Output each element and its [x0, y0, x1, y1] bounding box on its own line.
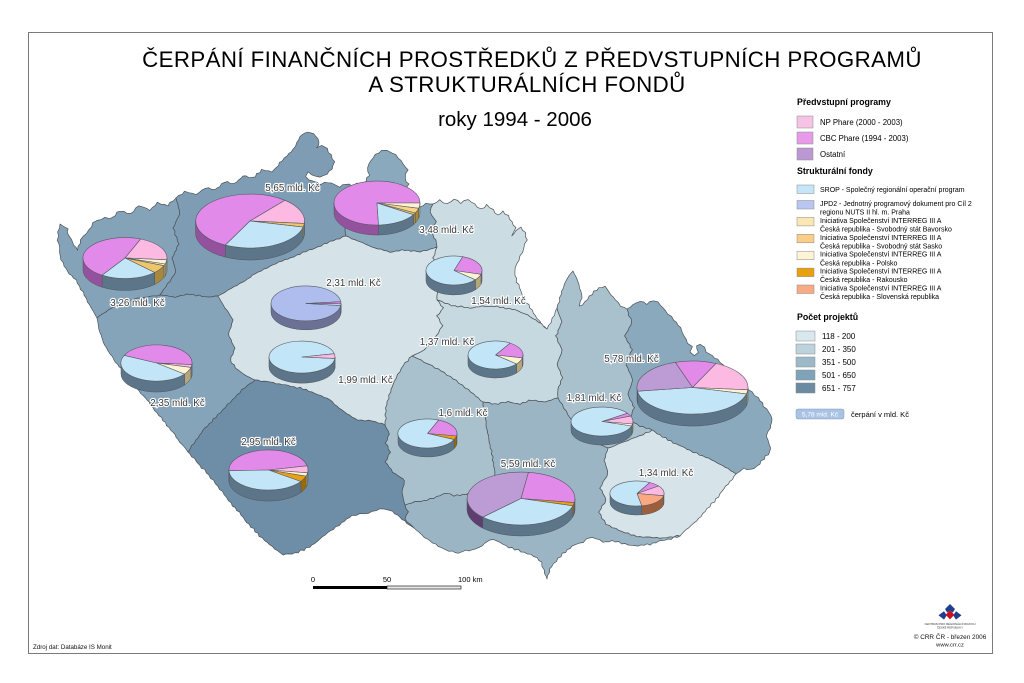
- svg-text:Česká republika - Svobodný stá: Česká republika - Svobodný stát Sasko: [820, 241, 942, 250]
- svg-text:© CRR ČR - březen 2006: © CRR ČR - březen 2006: [914, 632, 987, 641]
- svg-text:CBC Phare (1994 - 2003): CBC Phare (1994 - 2003): [820, 134, 909, 143]
- svg-text:5,59 mld. Kč: 5,59 mld. Kč: [501, 459, 556, 470]
- svg-text:Počet projektů: Počet projektů: [797, 312, 858, 322]
- svg-text:NP Phare (2000 - 2003): NP Phare (2000 - 2003): [820, 118, 903, 127]
- svg-text:Ostatní: Ostatní: [820, 150, 846, 159]
- svg-text:1,99 mld. Kč: 1,99 mld. Kč: [338, 375, 393, 386]
- svg-text:1,54 mld. Kč: 1,54 mld. Kč: [471, 296, 526, 307]
- svg-text:2,31 mld. Kč: 2,31 mld. Kč: [326, 278, 381, 289]
- svg-text:Strukturální fondy: Strukturální fondy: [797, 166, 873, 176]
- svg-text:Iniciativa Společenství INTERR: Iniciativa Společenství INTERREG III A: [820, 235, 942, 242]
- svg-text:Česká republika - Polsko: Česká republika - Polsko: [820, 258, 898, 267]
- svg-text:5,65 mld. Kč: 5,65 mld. Kč: [265, 183, 320, 194]
- svg-text:Zdroj dat: Databáze IS Monit: Zdroj dat: Databáze IS Monit: [33, 644, 112, 651]
- svg-text:1,34 mld. Kč: 1,34 mld. Kč: [639, 468, 694, 479]
- svg-text:50: 50: [383, 575, 391, 584]
- svg-text:118 - 200: 118 - 200: [822, 332, 856, 341]
- svg-text:651 - 757: 651 - 757: [822, 384, 856, 393]
- svg-text:1,37 mld. Kč: 1,37 mld. Kč: [420, 337, 475, 348]
- svg-text:ČERPÁNÍ FINANČNÍCH PROSTŘEDKŮ: ČERPÁNÍ FINANČNÍCH PROSTŘEDKŮ Z PŘEDVSTU…: [142, 47, 922, 72]
- svg-text:čerpání v mld. Kč: čerpání v mld. Kč: [851, 410, 909, 419]
- svg-text:Iniciativa Společenství INTERR: Iniciativa Společenství INTERREG III A: [820, 269, 942, 276]
- svg-text:1,81 mld. Kč: 1,81 mld. Kč: [567, 393, 622, 404]
- svg-text:1,6 mld. Kč: 1,6 mld. Kč: [438, 408, 487, 419]
- svg-text:SROP - Společný regionální ope: SROP - Společný regionální operační prog…: [820, 187, 965, 194]
- svg-text:351 - 500: 351 - 500: [822, 358, 856, 367]
- svg-text:3,26 mld. Kč: 3,26 mld. Kč: [110, 298, 165, 309]
- svg-text:Česká republika - Slovenská re: Česká republika - Slovenská republika: [820, 292, 939, 301]
- svg-text:5,78 mld. Kč: 5,78 mld. Kč: [802, 412, 839, 419]
- svg-text:A STRUKTURÁLNÍCH FONDŮ: A STRUKTURÁLNÍCH FONDŮ: [368, 72, 685, 97]
- svg-text:www.crr.cz: www.crr.cz: [935, 643, 964, 649]
- svg-text:2,95 mld. Kč: 2,95 mld. Kč: [241, 437, 296, 448]
- svg-text:201 - 350: 201 - 350: [822, 345, 856, 354]
- svg-text:100 km: 100 km: [458, 575, 483, 584]
- svg-text:ČESKÉ REPUBLIKY: ČESKÉ REPUBLIKY: [937, 625, 963, 630]
- svg-text:Předvstupní programy: Předvstupní programy: [797, 97, 891, 107]
- svg-text:regionu NUTS II hl. m. Praha: regionu NUTS II hl. m. Praha: [820, 210, 910, 217]
- svg-text:501 - 650: 501 - 650: [822, 371, 856, 380]
- svg-text:Česká republika - Svobodný stá: Česká republika - Svobodný stát Bavorsko: [820, 225, 952, 234]
- svg-text:roky 1994 - 2006: roky 1994 - 2006: [438, 108, 592, 131]
- svg-text:Iniciativa Společenství INTERR: Iniciativa Společenství INTERREG III A: [820, 252, 942, 259]
- svg-text:Iniciativa Společenství INTERR: Iniciativa Společenství INTERREG III A: [820, 286, 942, 293]
- svg-text:Iniciativa Společenství INTERR: Iniciativa Společenství INTERREG III A: [820, 218, 942, 225]
- svg-text:0: 0: [311, 575, 315, 584]
- svg-text:5,78 mld. Kč: 5,78 mld. Kč: [604, 354, 659, 365]
- svg-text:CENTRUM PRO REGIONÁLNÍ ROZVOJ: CENTRUM PRO REGIONÁLNÍ ROZVOJ: [925, 622, 977, 626]
- svg-text:3,48 mld. Kč: 3,48 mld. Kč: [419, 225, 474, 236]
- svg-text:2,35 mld. Kč: 2,35 mld. Kč: [150, 398, 205, 409]
- svg-text:JPD2 - Jednotný programový dok: JPD2 - Jednotný programový dokument pro …: [820, 201, 972, 208]
- svg-text:Česká republika - Rakousko: Česká republika - Rakousko: [820, 275, 908, 284]
